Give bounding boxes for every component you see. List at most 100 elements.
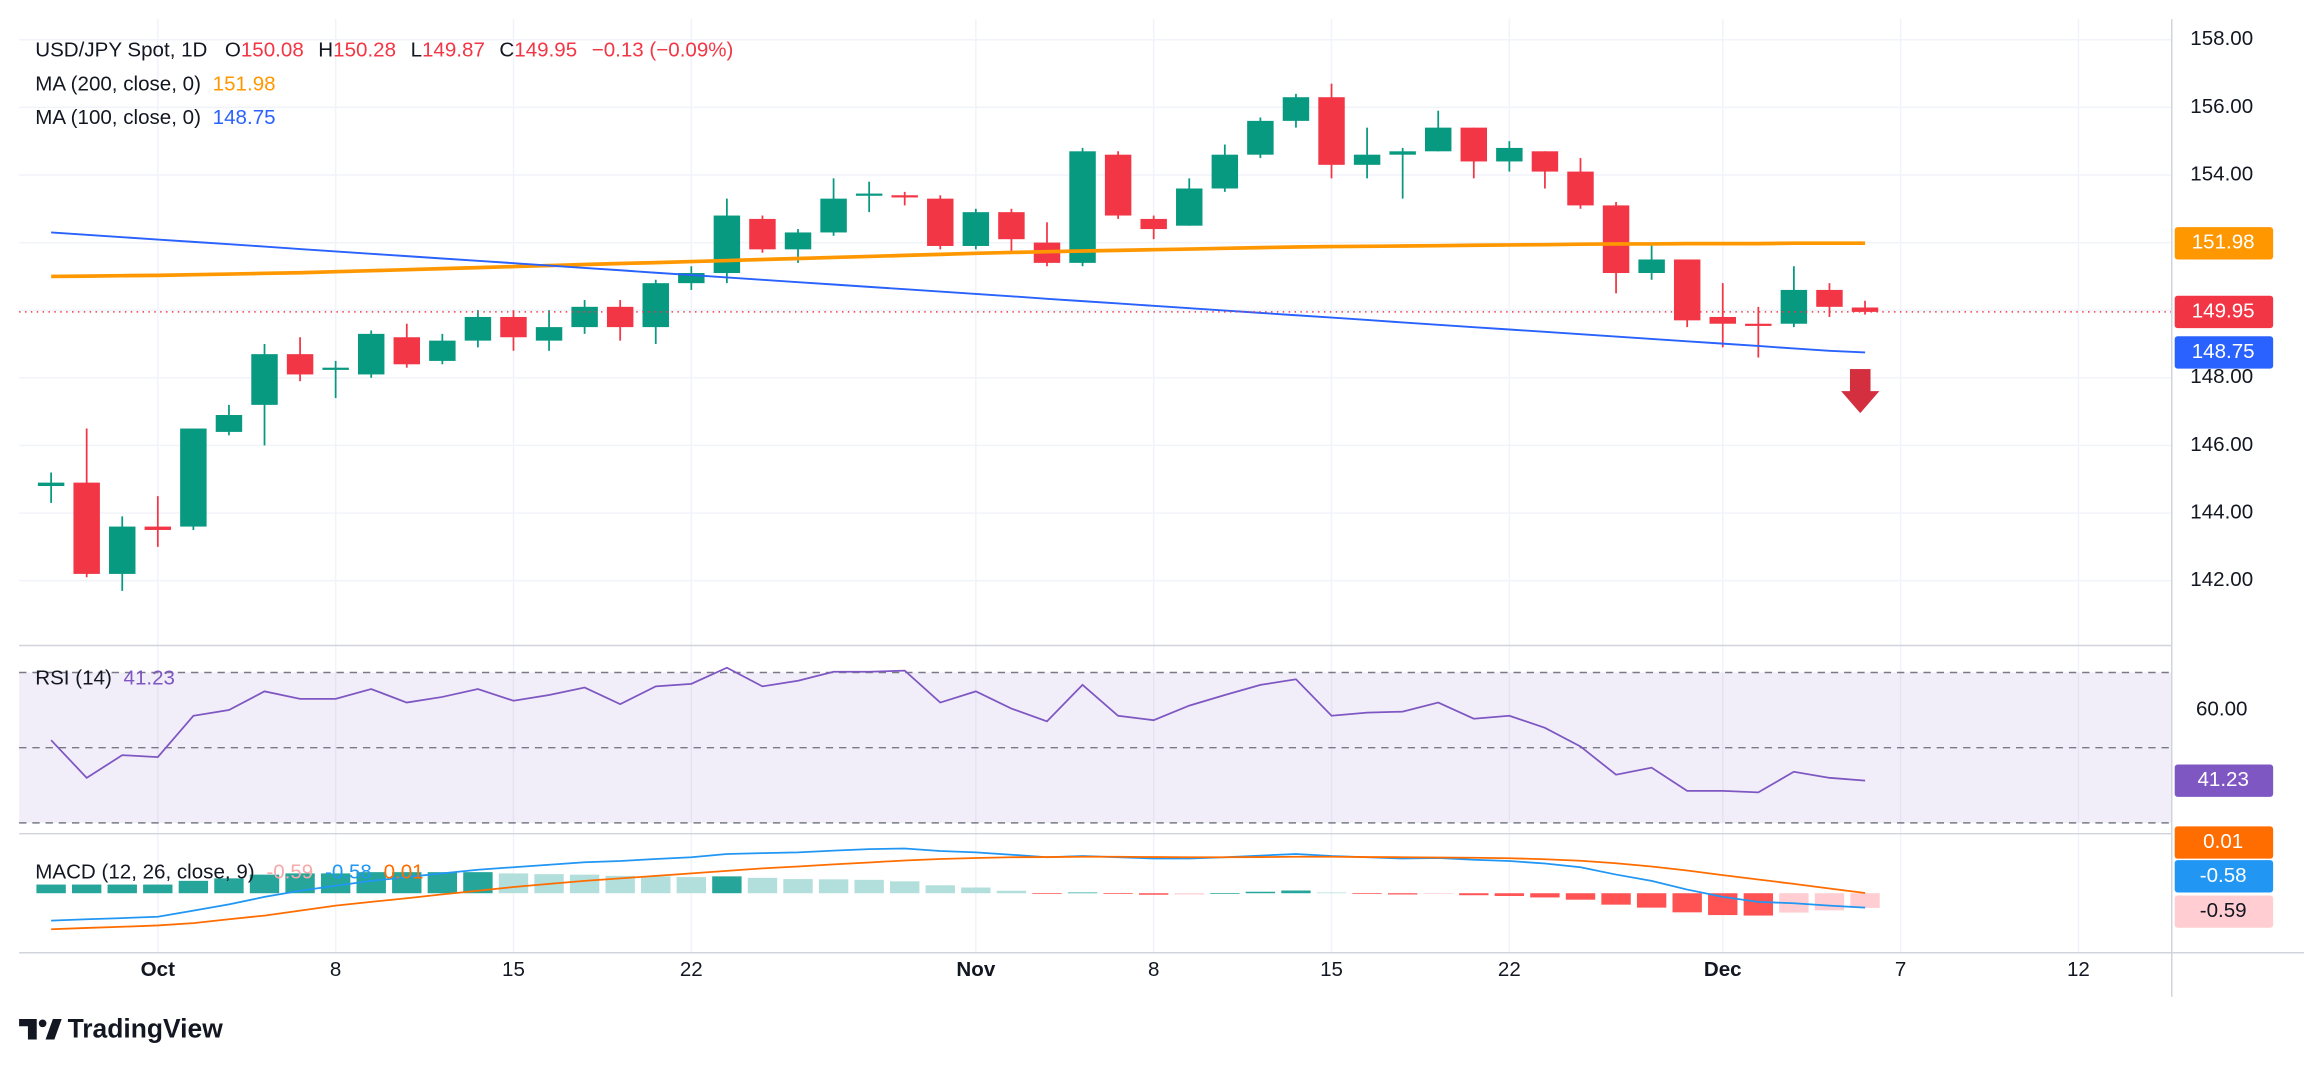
- candle-body: [144, 526, 172, 530]
- candle-body: [1851, 307, 1879, 312]
- candle-body: [1247, 120, 1274, 155]
- candle-body: [1389, 151, 1416, 155]
- macd-histogram-bar: [1459, 893, 1489, 896]
- ma-line: [51, 241, 1866, 279]
- candle-body: [215, 415, 243, 432]
- ma100-tag-label: 148.75: [2192, 340, 2255, 363]
- ma-value: 151.98: [213, 73, 276, 96]
- macd-tag-box: [2174, 860, 2274, 893]
- macd-histogram-bar: [1352, 893, 1382, 894]
- ma-name: MA (200, close, 0): [35, 73, 201, 96]
- candle-body: [1460, 127, 1488, 162]
- legend-ma: MA (100, close, 0) 148.75: [35, 107, 275, 130]
- x-tick-label: 22: [1498, 958, 1521, 981]
- change: −0.13 (−0.09%): [592, 39, 734, 62]
- macd-histogram-bar: [641, 876, 671, 894]
- macd-histogram-bar: [71, 884, 102, 894]
- x-tick-label: 7: [1895, 958, 1906, 981]
- candle-body: [322, 367, 349, 370]
- macd-histogram-bar: [818, 879, 849, 894]
- rsi-tag-box: [2174, 764, 2274, 797]
- macd-histogram-bar: [1565, 893, 1596, 900]
- macd-histogram-bar: [1672, 893, 1702, 913]
- candle-body: [1638, 259, 1665, 274]
- macd-histogram-bar: [676, 877, 707, 894]
- rsi-line: [50, 666, 1866, 794]
- macd-histogram-bar: [1316, 892, 1347, 894]
- ohlc-value: 149.87: [422, 39, 485, 62]
- legend-rsi: RSI (14) 41.23: [35, 667, 175, 690]
- candle-body: [464, 316, 492, 341]
- candle-body: [855, 193, 883, 196]
- hist-value: -0.59: [266, 861, 313, 884]
- macd-histogram-bar: [214, 878, 244, 894]
- macd-histogram-bar: [996, 890, 1027, 894]
- macd-tag-label: -0.58: [2200, 864, 2247, 887]
- macd-histogram-bar: [356, 872, 386, 894]
- x-tick-label: 15: [1320, 958, 1343, 981]
- rsi-name: RSI (14): [35, 667, 112, 690]
- x-tick-label: Oct: [141, 958, 175, 981]
- candle-body: [500, 316, 527, 338]
- y-tick-label: 158.00: [2190, 27, 2253, 50]
- candle-body: [1104, 154, 1132, 216]
- macd-histogram-bar: [569, 874, 600, 894]
- macd-histogram-bar: [1423, 893, 1453, 894]
- candle-body: [1318, 97, 1345, 165]
- candle-body: [891, 195, 918, 198]
- macd-histogram-bar: [1743, 893, 1774, 916]
- macd-histogram-bar: [1850, 893, 1880, 908]
- x-tick-label: Dec: [1704, 958, 1742, 981]
- macd-histogram-bar: [36, 884, 66, 894]
- candle-body: [109, 526, 136, 574]
- y-tick-label: 156.00: [2190, 95, 2253, 118]
- candle-body: [678, 273, 705, 284]
- candle-body: [713, 215, 741, 274]
- macd-histogram-bar: [747, 877, 778, 894]
- candle-body: [1673, 259, 1701, 321]
- legend-ma: MA (200, close, 0) 151.98: [35, 73, 275, 96]
- macd-name: MACD (12, 26, close, 9): [35, 861, 254, 884]
- macd-histogram-bar: [712, 876, 742, 894]
- hist-tag-label: -0.59: [2200, 899, 2247, 922]
- legend-header: USD/JPY Spot, 1D O150.08 H150.28 L149.87…: [35, 39, 733, 62]
- candle-body: [998, 212, 1025, 240]
- y-tick-label: 142.00: [2190, 568, 2253, 591]
- ohlc-value: 150.28: [333, 39, 396, 62]
- macd-histogram-bar: [890, 881, 920, 894]
- y-tick-label: 60.00: [2196, 698, 2247, 721]
- candle-body: [1496, 147, 1523, 162]
- candle-body: [1780, 289, 1808, 324]
- macd-histogram-bar: [1138, 893, 1169, 895]
- macd-histogram-bar: [1494, 893, 1525, 896]
- x-tick-label: 8: [330, 958, 341, 981]
- signal-value: 0.01: [384, 861, 424, 884]
- macd-histogram-bar: [1814, 893, 1845, 911]
- ohlc-label: H: [318, 39, 333, 62]
- symbol-title: USD/JPY Spot, 1D: [35, 39, 207, 62]
- down-arrow: [1841, 369, 1880, 414]
- logo: [19, 1018, 62, 1040]
- candle-body: [1745, 323, 1772, 326]
- signal-tag-box: [2174, 826, 2274, 859]
- x-tick-label: 15: [502, 958, 525, 981]
- macd-histogram-bar: [249, 874, 280, 894]
- candle-body: [820, 198, 847, 233]
- macd-histogram-bar: [1281, 890, 1311, 894]
- macd-histogram-bar: [143, 884, 173, 894]
- price-tag-box: [2174, 295, 2274, 329]
- candle-body: [1531, 151, 1559, 172]
- rsi-tag-label: 41.23: [2197, 768, 2248, 791]
- candle-body: [1211, 154, 1239, 189]
- x-tick-label: Nov: [956, 958, 995, 981]
- candle-body: [429, 340, 456, 361]
- candle-body: [1816, 289, 1843, 307]
- macd-histogram-bar: [1210, 893, 1240, 894]
- macd-histogram-bar: [925, 885, 955, 894]
- macd-histogram-bar: [427, 872, 458, 894]
- ohlc-label: O: [225, 39, 241, 62]
- ma200-tag-label: 151.98: [2192, 231, 2255, 254]
- ma-line: [51, 231, 1866, 354]
